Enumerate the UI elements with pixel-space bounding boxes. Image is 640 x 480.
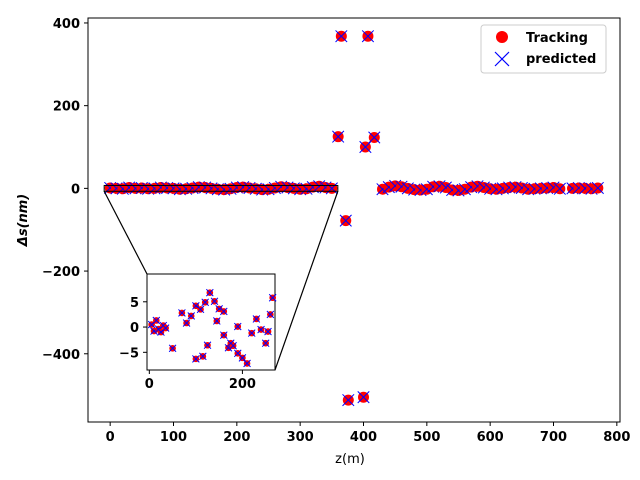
x-tick-label: 0 — [106, 430, 115, 445]
inset-y-tick-label: −5 — [119, 346, 139, 361]
x-axis-label: z(m) — [335, 452, 365, 467]
data-point-predicted-marker — [325, 182, 338, 195]
inset-axes: 0 200 −5 0 5 — [119, 273, 277, 392]
inset-data-point-predicted-marker — [257, 325, 265, 334]
inset-data-point-predicted-marker — [203, 341, 212, 350]
data-point-predicted-marker — [335, 30, 348, 43]
inset-data-point-predicted-marker — [238, 354, 247, 362]
inset-data-point-predicted-marker — [212, 317, 221, 325]
inset-y-tick-label: 5 — [130, 296, 139, 311]
inset-data-point-predicted-marker — [199, 352, 207, 361]
y-tick-label: 0 — [71, 182, 80, 197]
main-data-points — [104, 30, 604, 407]
inset-y-tick-label: 0 — [130, 321, 139, 336]
inset-data-point-predicted-marker — [152, 316, 161, 325]
inset-data-point-predicted-marker — [182, 319, 191, 327]
x-tick-label: 600 — [477, 430, 504, 445]
x-tick-label: 100 — [160, 430, 187, 445]
data-point-predicted-marker — [342, 393, 355, 407]
inset-data-point-predicted-marker — [233, 322, 242, 331]
x-tick-label: 400 — [350, 430, 377, 445]
inset-data-point-predicted-marker — [261, 339, 270, 348]
inset-data-point-predicted-marker — [187, 312, 196, 320]
y-tick-label: 200 — [53, 100, 80, 115]
legend-label-predicted: predicted — [526, 52, 596, 67]
plot-frame — [87, 17, 621, 423]
inset-data-point-predicted-marker — [226, 339, 235, 348]
x-tick-label: 500 — [413, 430, 440, 445]
inset-data-point-predicted-marker — [266, 310, 275, 319]
data-point-predicted-marker — [368, 131, 381, 144]
inset-data-point-predicted-marker — [196, 305, 205, 314]
y-axis-label: Δs(nm) — [16, 194, 31, 247]
x-tick-label: 700 — [540, 430, 567, 445]
data-point-predicted-marker — [357, 391, 370, 404]
inset-data-point-predicted-marker — [210, 297, 219, 306]
legend-box — [480, 24, 607, 74]
inset-data-point-predicted-marker — [168, 344, 177, 353]
data-point-predicted-marker — [553, 182, 566, 195]
x-tick-label: 200 — [223, 430, 250, 445]
inset-data-point-predicted-marker — [201, 298, 210, 307]
inset-data-point-predicted-marker — [264, 327, 272, 336]
inset-data-point-predicted-marker — [252, 315, 261, 323]
legend: Tracking predicted — [480, 24, 607, 74]
inset-zoom-lines — [103, 184, 339, 371]
legend-tracking-marker — [496, 31, 508, 43]
inset-x-tick-label: 0 — [145, 377, 154, 392]
zoom-connector-left — [103, 190, 148, 275]
data-point-predicted-marker — [339, 214, 352, 227]
data-point-predicted-marker — [332, 130, 345, 143]
inset-data-point-predicted-marker — [192, 355, 200, 363]
inset-data-point-predicted-marker — [247, 329, 256, 337]
data-point-predicted-marker — [361, 30, 375, 43]
inset-data-point-predicted-marker — [268, 293, 277, 302]
zoom-connector-right — [274, 191, 339, 371]
y-tick-label: 400 — [53, 17, 80, 32]
data-point-predicted-marker — [591, 181, 604, 195]
inset-data-point-predicted-marker — [219, 307, 228, 316]
inset-data-point-predicted-marker — [206, 288, 214, 297]
inset-data-point-predicted-marker — [161, 324, 170, 332]
legend-predicted-marker — [494, 51, 510, 67]
legend-label-tracking: Tracking — [526, 31, 588, 46]
x-tick-label: 800 — [603, 430, 630, 445]
y-tick-label: −400 — [42, 348, 80, 363]
x-tick-label: 300 — [287, 430, 314, 445]
inset-data-point-predicted-marker — [219, 331, 228, 339]
inset-x-tick-label: 200 — [229, 377, 256, 392]
zoom-region-box — [103, 184, 339, 192]
inset-data-point-predicted-marker — [178, 309, 186, 317]
inset-data-point-predicted-marker — [243, 359, 251, 368]
y-tick-label: −200 — [42, 265, 80, 280]
